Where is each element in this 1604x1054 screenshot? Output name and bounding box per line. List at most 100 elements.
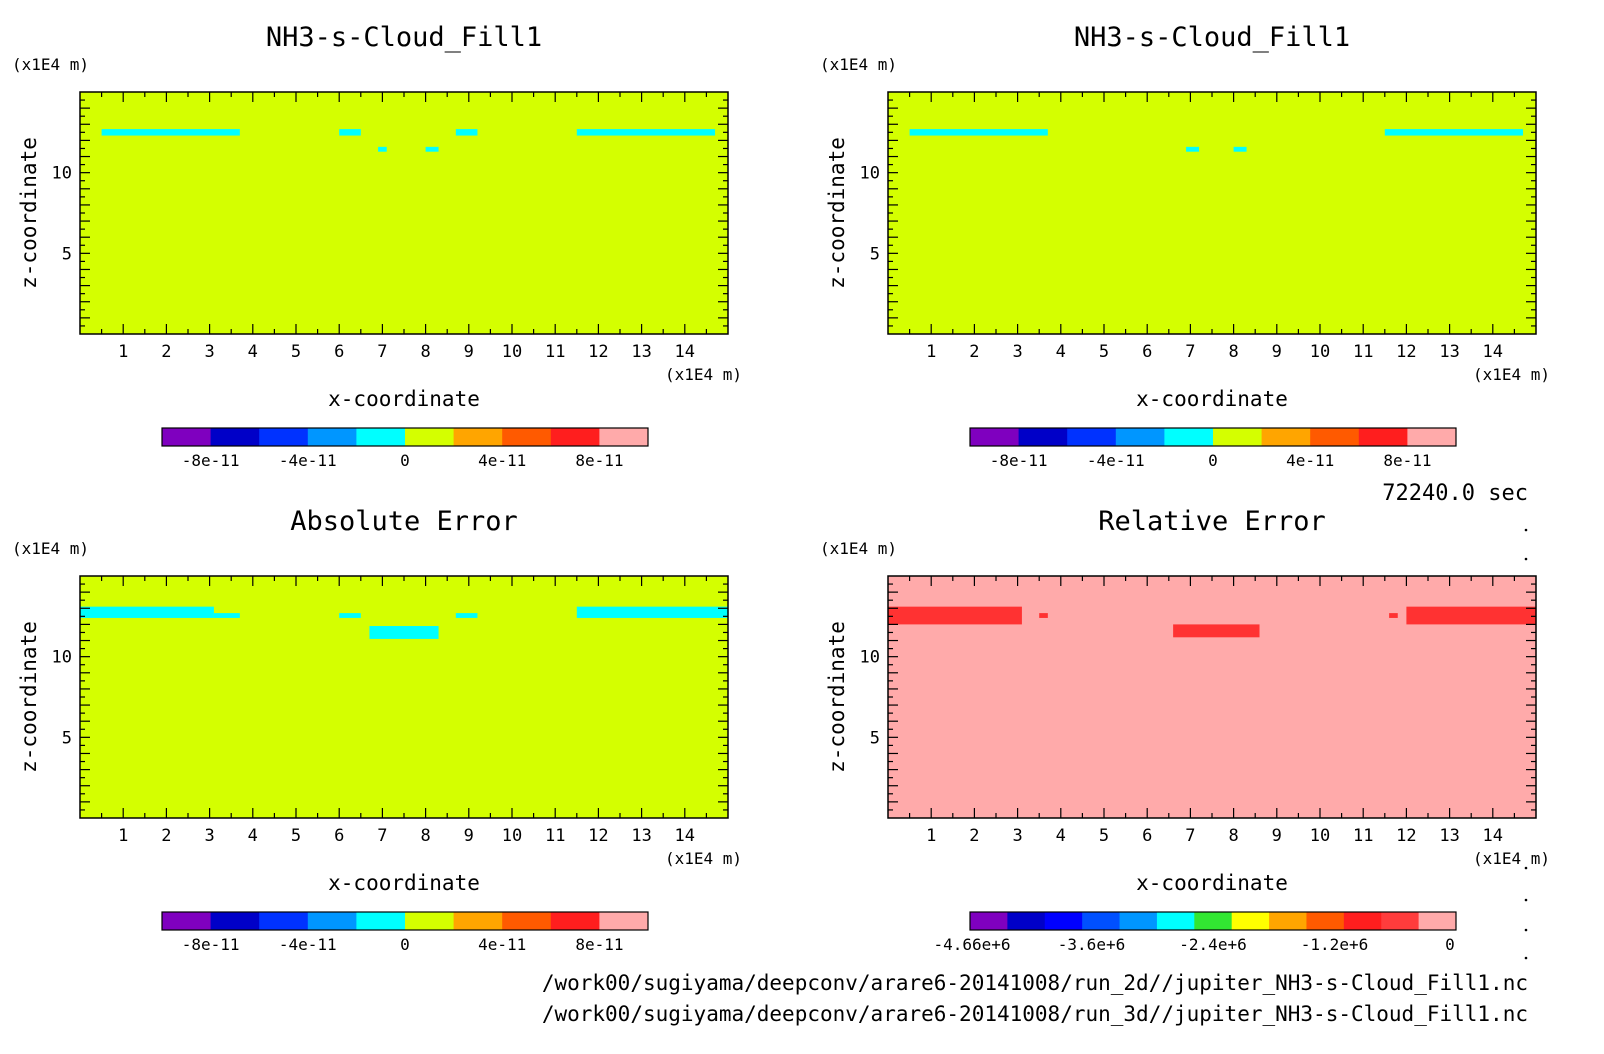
colorbar-label: -8e-11 (182, 935, 240, 954)
x-tick-label: 10 (502, 826, 522, 846)
x-tick-label: 13 (631, 826, 651, 846)
feature-region (888, 606, 1022, 625)
x-tick-label: 12 (588, 826, 608, 846)
feature-region (576, 129, 716, 136)
feature-region (1233, 146, 1247, 152)
colorbar-segment (356, 428, 406, 446)
x-unit-label: (x1E4 m) (665, 849, 742, 868)
colorbar-label: -4e-11 (279, 451, 337, 470)
colorbar-segment (1407, 428, 1457, 446)
colorbar-segment (210, 428, 260, 446)
colorbar-segment (1343, 912, 1382, 930)
feature-region (425, 146, 439, 152)
colorbar-segment (1067, 428, 1117, 446)
x-tick-label: 14 (675, 826, 695, 846)
x-tick-label: 5 (1099, 342, 1109, 362)
x-axis-label: x-coordinate (1136, 387, 1288, 411)
x-tick-label: 2 (969, 826, 979, 846)
feature-region (213, 613, 240, 618)
x-tick-label: 6 (1142, 826, 1152, 846)
feature-region (369, 626, 439, 639)
panel-2: NH3-s-Cloud_Fill1(x1E4 m)1 2 3 4 5 6 7 8 9 10 11 12… (820, 22, 1550, 470)
colorbar-segment (502, 912, 552, 930)
feature-region (1186, 146, 1200, 152)
colorbar-segment (1418, 912, 1457, 930)
x-axis-label: x-coordinate (1136, 871, 1288, 895)
colorbar-label: -3.6e+6 (1058, 935, 1125, 954)
file-path-2: /work00/sugiyama/deepconv/arare6-2014100… (542, 1002, 1528, 1026)
colorbar-segment (1018, 428, 1068, 446)
x-tick-label: 3 (1012, 342, 1022, 362)
colorbar-segment (405, 912, 455, 930)
x-unit-label: (x1E4 m) (1473, 365, 1550, 384)
feature-region (455, 613, 478, 618)
colorbar-frame (161, 427, 649, 447)
colorbar-segment (162, 428, 212, 446)
x-tick-label: 6 (334, 342, 344, 362)
y-tick-label: 5 (870, 728, 880, 748)
feature-region (339, 613, 361, 618)
x-tick-label: 13 (631, 342, 651, 362)
x-tick-label: 4 (1056, 342, 1066, 362)
file-path-1: /work00/sugiyama/deepconv/arare6-2014100… (542, 971, 1528, 995)
feature-region (1173, 624, 1260, 638)
y-unit-label: (x1E4 m) (12, 55, 89, 74)
colorbar-segment (453, 912, 503, 930)
x-tick-label: 10 (1310, 342, 1330, 362)
chart-title: Absolute Error (290, 506, 518, 537)
y-tick-label: 10 (52, 164, 72, 184)
colorbar-segment (1213, 428, 1263, 446)
colorbar-segment (1044, 912, 1083, 930)
x-tick-label: 11 (545, 342, 565, 362)
x-tick-label: 8 (420, 342, 430, 362)
x-tick-label: 14 (675, 342, 695, 362)
colorbar-segment (356, 912, 406, 930)
colorbar-segment (162, 912, 212, 930)
x-tick-label: 5 (291, 826, 301, 846)
x-tick-label: 13 (1439, 342, 1459, 362)
feature-region (378, 146, 387, 152)
x-tick-label: 3 (1012, 826, 1022, 846)
colorbar-segment (1381, 912, 1420, 930)
x-tick-label: 11 (1353, 342, 1373, 362)
colorbar-segment (1119, 912, 1158, 930)
x-axis-label: x-coordinate (328, 871, 480, 895)
x-tick-label: 10 (1310, 826, 1330, 846)
x-tick-label: 9 (1272, 342, 1282, 362)
y-tick-label: 10 (860, 164, 880, 184)
y-unit-label: (x1E4 m) (820, 539, 897, 558)
x-axis-label: x-coordinate (328, 387, 480, 411)
feature-region (1406, 606, 1536, 625)
x-tick-label: 1 (926, 342, 936, 362)
colorbar-segment (307, 912, 357, 930)
x-tick-label: 4 (1056, 826, 1066, 846)
plot-background (80, 92, 728, 334)
colorbar-label: -1.2e+6 (1301, 935, 1368, 954)
y-tick-label: 10 (52, 648, 72, 668)
feature-region (1389, 613, 1398, 618)
x-tick-label: 10 (502, 342, 522, 362)
y-tick-label: 5 (62, 728, 72, 748)
y-axis-label: z-coordinate (825, 137, 849, 289)
x-tick-label: 5 (291, 342, 301, 362)
x-tick-label: 4 (248, 826, 258, 846)
colorbar-segment (259, 428, 309, 446)
colorbar-segment (210, 912, 260, 930)
colorbar-label: -4e-11 (279, 935, 337, 954)
chart-title: Relative Error (1098, 506, 1326, 537)
x-tick-label: 14 (1483, 342, 1503, 362)
colorbar-segment (1261, 428, 1311, 446)
chart-title: NH3-s-Cloud_Fill1 (266, 22, 542, 53)
x-unit-label: (x1E4 m) (665, 365, 742, 384)
colorbar-segment (307, 428, 357, 446)
colorbar-label: 8e-11 (1383, 451, 1431, 470)
colorbar-segment (1358, 428, 1408, 446)
colorbar-segment (1310, 428, 1360, 446)
x-tick-label: 13 (1439, 826, 1459, 846)
colorbar-segment (1231, 912, 1270, 930)
colorbar-segment (1115, 428, 1165, 446)
colorbar-label: 0 (400, 451, 410, 470)
colorbar-segment (1164, 428, 1214, 446)
colorbar-label: -8e-11 (990, 451, 1048, 470)
